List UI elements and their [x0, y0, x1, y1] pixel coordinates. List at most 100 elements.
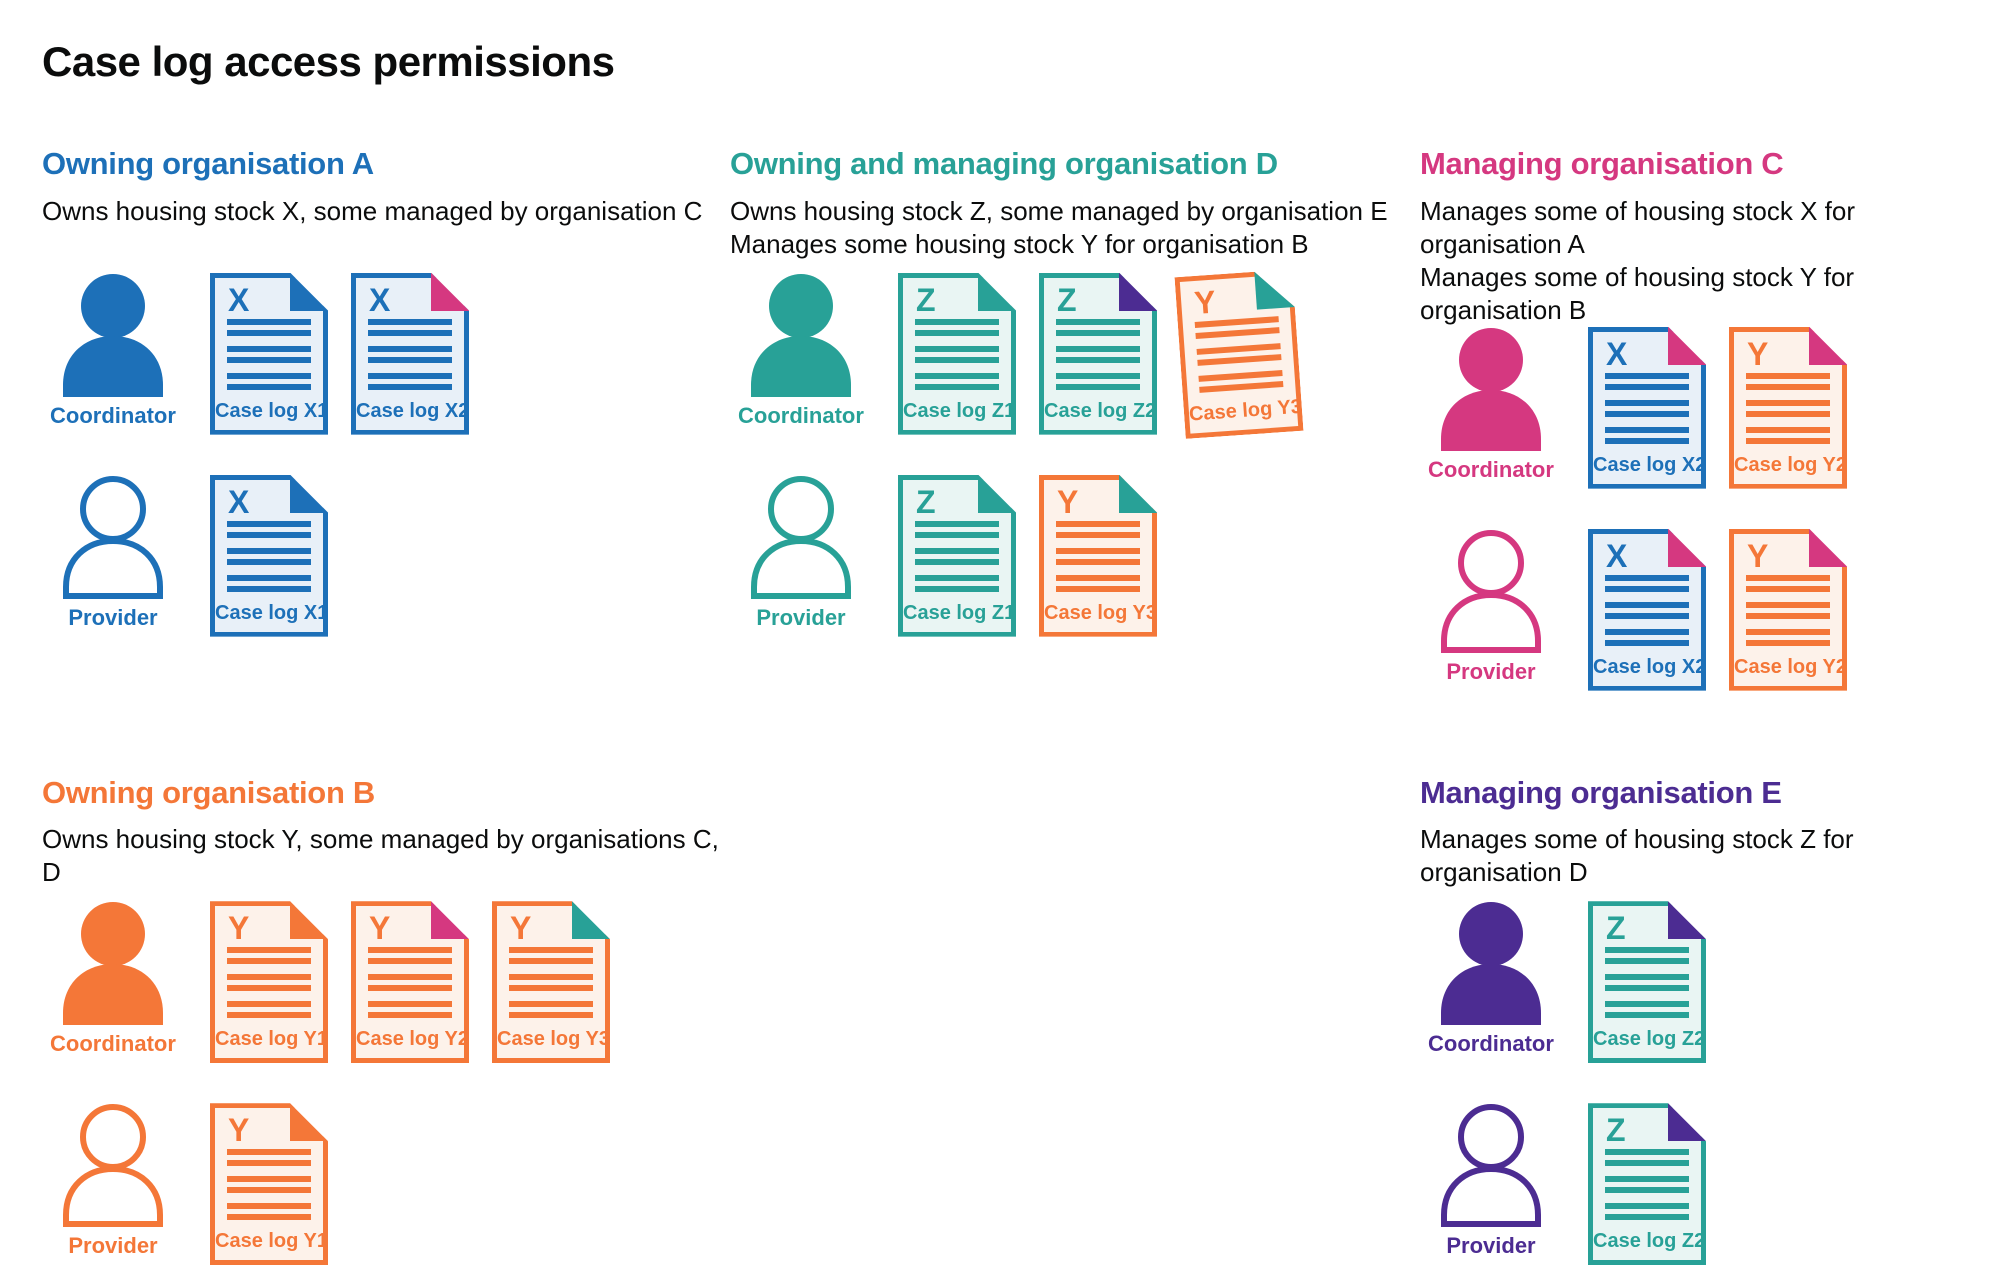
provider-figure: Provider [42, 1103, 184, 1259]
stock-letter: Z [1606, 1112, 1626, 1149]
section-title: Managing organisation C [1420, 146, 1784, 181]
coordinator-person-icon [63, 273, 163, 397]
description-line: Manages some of housing stock X for orga… [1420, 195, 1856, 259]
folded-corner-icon [1668, 529, 1706, 567]
case-log-label: Case log Y3 [497, 1028, 611, 1051]
role-label: Coordinator [738, 402, 864, 428]
stock-letter: Y [1057, 483, 1079, 520]
document-lines-icon [1605, 947, 1689, 1028]
section-managing-org-c: Managing organisation C Manages some of … [1420, 146, 1958, 691]
provider-figure: Provider [1420, 529, 1562, 685]
document-lines-icon [368, 947, 452, 1028]
case-log-label: Case log Y2 [1734, 453, 1848, 476]
stock-letter: Z [916, 483, 936, 520]
description-line: Owns housing stock X, some managed by or… [42, 195, 703, 226]
document-lines-icon [227, 521, 311, 602]
role-label: Coordinator [50, 402, 176, 428]
folded-corner-icon [1668, 901, 1706, 939]
provider-person-icon [1441, 1104, 1541, 1228]
folded-corner-icon [1668, 327, 1706, 365]
case-log-label: Case log X2 [1593, 453, 1707, 476]
stock-letter: Y [228, 1112, 250, 1149]
coordinator-figure: Coordinator [1420, 901, 1562, 1057]
case-log-label: Case log Y1 [215, 1230, 329, 1253]
provider-person-icon [63, 475, 163, 599]
coordinator-figure: Coordinator [1420, 327, 1562, 483]
case-log-doc: Y Case log Y1 [210, 901, 328, 1063]
folded-corner-icon [290, 475, 328, 513]
doc-list: X Case log X2 Y Case log Y2 [1588, 529, 1847, 691]
case-log-doc: X Case log X1 [210, 273, 328, 435]
case-log-doc: Y Case log Y3 [1039, 475, 1157, 637]
doc-list: Z Case log Z1 Y Case log Y3 [898, 475, 1157, 637]
case-log-label: Case log X2 [1593, 655, 1707, 678]
folded-corner-icon [1119, 273, 1157, 311]
role-label: Provider [68, 1233, 158, 1259]
stock-letter: Y [1747, 537, 1769, 574]
doc-list: Z Case log Z2 [1588, 901, 1706, 1063]
coordinator-row: Coordinator X Case log X1 X Case log X2 [42, 273, 730, 435]
case-log-label: Case log Z1 [903, 601, 1016, 624]
folded-corner-icon [290, 1103, 328, 1141]
sections-grid: Owning organisation A Owns housing stock… [42, 146, 1958, 1265]
stock-letter: Y [1193, 283, 1217, 321]
stock-letter: X [228, 281, 250, 318]
document-lines-icon [1605, 575, 1689, 656]
section-managing-org-e: Managing organisation E Manages some of … [1420, 775, 1958, 1266]
case-log-doc: X Case log X2 [351, 273, 469, 435]
case-log-doc: Y Case log Y2 [351, 901, 469, 1063]
folded-corner-icon [1809, 327, 1847, 365]
case-log-doc: Z Case log Z2 [1588, 901, 1706, 1063]
doc-list: Z Case log Z2 [1588, 1103, 1706, 1265]
coordinator-figure: Coordinator [730, 273, 872, 429]
provider-row: Provider Z Case log Z1 Y Case log Y3 [730, 475, 1420, 637]
coordinator-figure: Coordinator [42, 273, 184, 429]
case-log-doc: X Case log X2 [1588, 327, 1706, 489]
case-log-label: Case log X1 [215, 601, 329, 624]
case-log-doc: Z Case log Z1 [898, 475, 1016, 637]
coordinator-row: Coordinator Z Case log Z2 [1420, 901, 1958, 1063]
coordinator-row: Coordinator Y Case log Y1 Y Case log Y2 Y Cas… [42, 901, 730, 1063]
case-log-label: Case log X1 [215, 399, 329, 422]
document-lines-icon [915, 319, 999, 400]
section-title: Owning organisation A [42, 146, 374, 181]
folded-corner-icon [290, 273, 328, 311]
case-log-doc: Y Case log Y1 [210, 1103, 328, 1265]
section-owning-org-a: Owning organisation A Owns housing stock… [42, 146, 730, 691]
case-log-doc: X Case log X1 [210, 475, 328, 637]
section-description: Manages some of housing stock Z for orga… [1420, 823, 1958, 901]
provider-figure: Provider [42, 475, 184, 631]
stock-letter: Z [1057, 281, 1077, 318]
document-lines-icon [227, 1149, 311, 1230]
stock-letter: X [369, 281, 391, 318]
coordinator-person-icon [751, 273, 851, 397]
document-lines-icon [227, 319, 311, 400]
coordinator-row: Coordinator Z Case log Z1 Z Case log Z2 Y Cas… [730, 273, 1420, 435]
case-log-doc: Y Case log Y2 [1729, 327, 1847, 489]
coordinator-row: Coordinator X Case log X2 Y Case log Y2 [1420, 327, 1958, 489]
description-line: Manages some of housing stock Y for orga… [1420, 261, 1855, 325]
section-title: Owning and managing organisation D [730, 146, 1278, 181]
case-log-label: Case log X2 [356, 399, 470, 422]
page-title: Case log access permissions [42, 38, 615, 85]
folded-corner-icon [1809, 529, 1847, 567]
provider-row: Provider X Case log X2 Y Case log Y2 [1420, 529, 1958, 691]
case-log-label: Case log Z1 [903, 399, 1016, 422]
case-log-doc: Y Case log Y2 [1729, 529, 1847, 691]
provider-person-icon [1441, 529, 1541, 653]
folded-corner-icon [1668, 1103, 1706, 1141]
case-log-doc: X Case log X2 [1588, 529, 1706, 691]
doc-list: Y Case log Y1 Y Case log Y2 Y Case log Y3 [210, 901, 610, 1063]
document-lines-icon [368, 319, 452, 400]
section-description: Manages some of housing stock X for orga… [1420, 195, 1958, 327]
provider-figure: Provider [1420, 1103, 1562, 1259]
provider-person-icon [751, 475, 851, 599]
description-line: Owns housing stock Z, some managed by or… [730, 195, 1388, 226]
case-log-doc: Y Case log Y3 [492, 901, 610, 1063]
case-log-label: Case log Y2 [1734, 655, 1848, 678]
document-lines-icon [1056, 319, 1140, 400]
case-log-doc: Z Case log Z2 [1588, 1103, 1706, 1265]
document-lines-icon [1056, 521, 1140, 602]
case-log-label: Case log Z2 [1044, 399, 1157, 422]
case-log-label: Case log Z2 [1593, 1028, 1706, 1051]
